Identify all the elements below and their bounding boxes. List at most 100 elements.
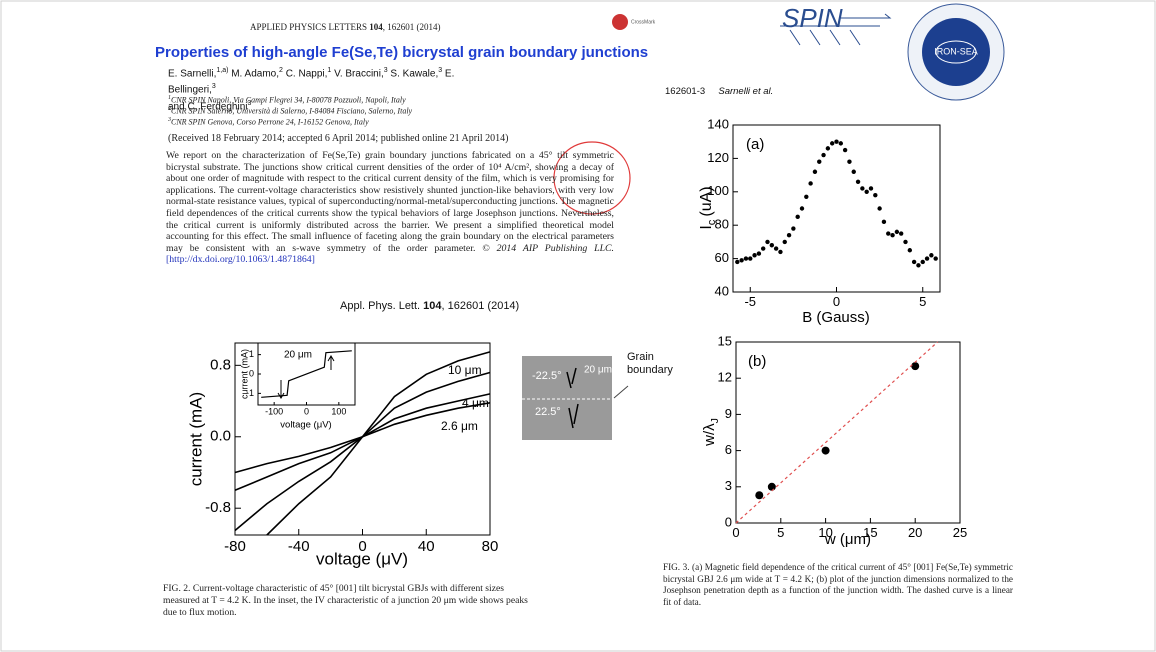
crossmark-icon — [612, 14, 628, 30]
data-point — [821, 446, 830, 455]
data-point — [748, 256, 753, 261]
citation: Appl. Phys. Lett. 104, 162601 (2014) — [340, 300, 520, 312]
data-point — [808, 181, 813, 186]
y-tick-label: 100 — [707, 183, 729, 198]
angle-arrows — [566, 367, 579, 429]
x-axis-label: w (μm) — [824, 531, 871, 548]
journal: APPLIED PHYSICS LETTERS — [250, 22, 368, 32]
author-affiliation: 3 — [211, 83, 216, 91]
x-tick-label: 0 — [833, 294, 840, 309]
y-axis-label: w/λJ — [701, 418, 721, 447]
y-tick-label: 120 — [707, 150, 729, 165]
paper-title: Properties of high-angle Fe(Se,Te) bicry… — [155, 44, 649, 61]
y-tick-label: 0 — [725, 514, 732, 529]
data-point — [873, 192, 878, 198]
data-point — [903, 239, 908, 245]
panel-label: (a) — [746, 136, 764, 153]
y-tick-label: 6 — [725, 442, 732, 457]
data-point — [821, 152, 826, 158]
data-point — [799, 206, 805, 211]
citation-article: 162601 (2014) — [447, 300, 520, 312]
citation-journal: Appl. Phys. Lett. — [340, 300, 421, 312]
author-name: S. Kawale, — [390, 68, 439, 80]
x-tick-label: -40 — [288, 538, 310, 555]
crossmark-text: CrossMark — [631, 19, 656, 25]
y-axis-label-part: I — [698, 225, 715, 229]
data-point — [881, 219, 887, 225]
data-point — [739, 258, 744, 263]
series-label: 2.6 μm — [441, 419, 478, 433]
author-name: E. Bellingeri, — [168, 68, 455, 96]
data-point — [743, 256, 749, 261]
x-tick-label: -100 — [265, 407, 283, 417]
data-point — [778, 249, 783, 255]
abstract: We report on the characterization of Fe(… — [166, 150, 614, 266]
affiliation-text: CNR SPIN Napoli, Via Campi Flegrei 34, I… — [171, 95, 406, 105]
data-point — [782, 239, 787, 245]
y-axis-label: current (mA) — [239, 349, 249, 399]
abstract-text: We report on the characterization of Fe(… — [166, 150, 614, 254]
author-affiliation: 2 — [279, 67, 283, 74]
y-tick-label: 1 — [249, 349, 254, 359]
inset-label: 20 μm — [284, 350, 312, 361]
page-number: 162601-3 — [665, 86, 706, 97]
data-point — [752, 253, 757, 258]
citation-volume: 104 — [423, 300, 442, 312]
y-axis-label: current (mA) — [186, 392, 205, 486]
x-tick-label: 15 — [863, 525, 877, 540]
data-point — [933, 256, 938, 261]
micrograph — [522, 356, 612, 440]
plot-frame — [735, 341, 961, 524]
x-tick-label: 25 — [953, 525, 967, 540]
author-name: V. Braccini, — [334, 68, 384, 80]
x-tick-label: 100 — [331, 407, 346, 417]
x-tick-label: -80 — [224, 538, 246, 555]
fig2-caption: FIG. 2. Current-voltage characteristic o… — [163, 583, 528, 618]
data-point — [804, 194, 809, 200]
x-tick-label: 5 — [919, 294, 926, 309]
y-tick-label: 0.8 — [210, 356, 231, 373]
data-point — [877, 206, 882, 211]
affiliation-text: CNR SPIN Salerno, Università di Salerno,… — [171, 106, 413, 116]
line-series — [234, 402, 491, 474]
data-point — [890, 233, 895, 238]
y-axis-label-subscript: J — [709, 418, 721, 423]
y-tick-label: 60 — [715, 250, 729, 265]
x-tick-label: 0 — [732, 525, 739, 540]
doi-link[interactable]: [http://dx.doi.org/10.1063/1.4871864] — [166, 254, 315, 266]
author-name: and C. Ferdeghini — [168, 100, 248, 112]
author-affiliation: 3 — [438, 67, 443, 74]
data-point — [916, 263, 921, 268]
x-tick-label: 80 — [482, 538, 499, 555]
author-affiliation: 3 — [247, 99, 252, 107]
data-point — [834, 139, 839, 144]
data-point — [825, 146, 831, 151]
line-series — [266, 351, 491, 536]
y-tick-label: 0 — [249, 368, 254, 378]
data-point — [847, 159, 852, 164]
inset-arrows — [277, 355, 335, 399]
data-point — [911, 362, 920, 371]
data-point — [829, 141, 835, 146]
x-tick-label: 40 — [418, 538, 435, 555]
affiliation-number: 3 — [168, 117, 171, 124]
series-label: 10 μm — [448, 363, 482, 377]
y-axis-label: Ic (uA) — [698, 186, 718, 229]
affiliation: 3CNR SPIN Genova, Corso Perrone 24, I-16… — [168, 116, 568, 127]
volume: 104 — [369, 22, 383, 32]
x-tick-label: 0 — [358, 538, 366, 555]
data-point — [765, 239, 770, 245]
page-header: 162601-3 Sarnelli et al. — [665, 86, 773, 97]
data-point — [786, 233, 792, 238]
y-tick-label: 140 — [707, 116, 729, 131]
affiliation: 1CNR SPIN Napoli, Via Campi Flegrei 34, … — [168, 94, 568, 105]
data-point — [735, 259, 740, 265]
data-point — [929, 253, 934, 258]
panel-label: (b) — [748, 353, 766, 370]
received: (Received 18 February 2014; accepted 6 A… — [168, 133, 509, 144]
y-tick-label: 15 — [718, 333, 732, 348]
data-point — [773, 246, 779, 251]
data-point — [864, 189, 869, 194]
y-tick-label: -0.8 — [205, 499, 231, 516]
data-point — [886, 231, 891, 236]
